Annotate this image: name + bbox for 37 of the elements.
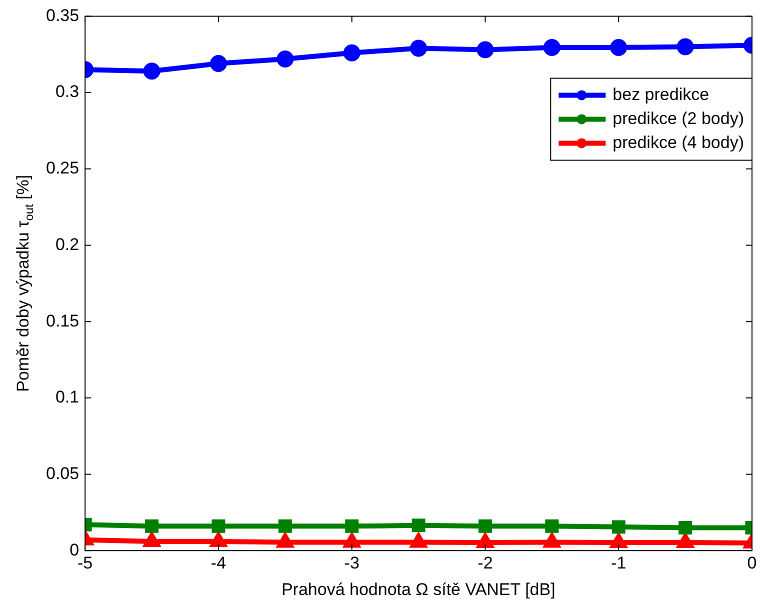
x-tick-label: -1 <box>611 553 626 572</box>
x-tick-label: -4 <box>210 553 226 572</box>
y-tick-label: 0.15 <box>46 311 80 330</box>
point <box>145 519 159 533</box>
point <box>210 55 227 72</box>
point <box>212 519 226 533</box>
point <box>678 520 692 534</box>
legend-label: predikce (4 body) <box>612 132 744 152</box>
y-tick-label: 0.3 <box>55 82 80 102</box>
legend-label: predikce (2 body) <box>612 108 744 128</box>
y-tick-label: 0.05 <box>46 464 80 483</box>
point <box>143 62 160 80</box>
point <box>410 40 428 57</box>
point <box>676 38 694 56</box>
y-tick-label: 0 <box>70 540 80 560</box>
point <box>278 519 292 533</box>
x-tick-label: -5 <box>78 553 93 572</box>
y-tick-label: 0.2 <box>55 234 80 254</box>
x-tick-label: -2 <box>478 553 493 572</box>
y-axis-title: Poměr doby výpadku τout [%] <box>14 174 36 392</box>
point <box>545 519 559 533</box>
point <box>612 520 626 534</box>
y-tick-label: 0.35 <box>46 6 80 25</box>
x-axis-title: Prahová hodnota Ω sítě VANET [dB] <box>281 580 556 599</box>
point <box>543 39 560 56</box>
point <box>345 519 359 533</box>
point <box>412 518 426 532</box>
legend-label: bez predikce <box>612 84 710 104</box>
point <box>610 39 628 56</box>
x-tick-label: -3 <box>344 553 360 572</box>
point <box>478 519 492 533</box>
y-tick-label: 0.1 <box>55 388 80 407</box>
point <box>476 41 494 58</box>
point <box>276 50 294 68</box>
point <box>343 44 360 62</box>
y-tick-label: 0.25 <box>46 158 80 178</box>
x-tick-label: 0 <box>747 553 757 572</box>
